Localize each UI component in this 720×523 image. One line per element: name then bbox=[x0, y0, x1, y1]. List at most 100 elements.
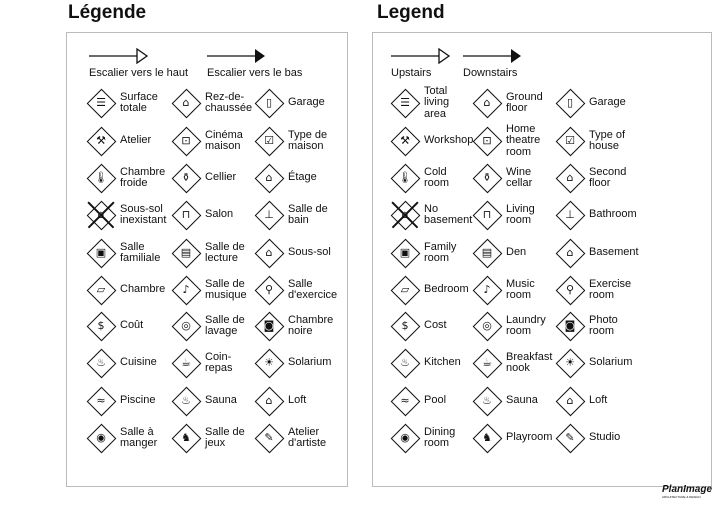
legend-item-label: Piscine bbox=[120, 394, 156, 407]
legend-item-label: Salle à manger bbox=[120, 425, 158, 449]
bed-icon: ▱ bbox=[390, 275, 421, 306]
legend-item-label: Atelier bbox=[120, 134, 152, 147]
sofa-icon: ⊓ bbox=[171, 200, 202, 231]
legend-item: ⊥ Bathroom bbox=[555, 198, 637, 232]
sofa-icon: ⊓ bbox=[472, 200, 503, 231]
legend-item: ☑ Type of house bbox=[555, 124, 625, 158]
music-note-icon: ♪ bbox=[171, 275, 202, 306]
game-icon: ♞ bbox=[472, 423, 503, 454]
legend-item: ♞ Salle de jeux bbox=[171, 421, 245, 455]
legend-item: ☑ Type de maison bbox=[254, 124, 327, 158]
legend-item: ▯ Garage bbox=[254, 86, 325, 120]
sauna-icon: ♨ bbox=[171, 386, 202, 417]
wine-bottle-icon: ⚱ bbox=[171, 163, 202, 194]
breakfast-nook-icon: ☕ bbox=[171, 348, 202, 379]
stairs-up-arrow-icon bbox=[89, 48, 149, 64]
legend-item: ⚲ Salle d'exercice bbox=[254, 273, 337, 307]
legend-item: ♨ Kitchen bbox=[390, 346, 461, 380]
legend-item-label: Sauna bbox=[506, 394, 538, 407]
legend-item: ◙ Chambre noire bbox=[254, 309, 333, 343]
legend-item: 🌡 Chambre froide bbox=[86, 161, 165, 195]
legend-item: ⊥ Salle de bain bbox=[254, 198, 328, 232]
legend-item: ⊓ Salon bbox=[171, 198, 233, 232]
legend-item: ☕ Coin- repas bbox=[171, 346, 233, 380]
legend-item-label: Salle d'exercice bbox=[288, 277, 338, 301]
legend-item-label: Bedroom bbox=[424, 283, 469, 296]
legend-item: ▱ Chambre bbox=[86, 273, 165, 307]
legend-item-label: Sous-sol inexistant bbox=[120, 202, 167, 226]
loft-icon: ⌂ bbox=[254, 386, 285, 417]
legend-item-label: Sauna bbox=[205, 394, 237, 407]
dumbbell-icon: ⚲ bbox=[555, 275, 586, 306]
legend-item-label: Coin- repas bbox=[205, 350, 233, 374]
legend-item: ⌂ Rez-de- chaussée bbox=[171, 86, 252, 120]
dollar-icon: $ bbox=[86, 311, 117, 342]
legend-item-label: No basement bbox=[424, 202, 473, 226]
stairs-down-label: Escalier vers le bas bbox=[207, 67, 303, 79]
garage-icon: ▯ bbox=[555, 88, 586, 119]
legend-item: ⚱ Cellier bbox=[171, 161, 236, 195]
legend-item: ⌂ Ground floor bbox=[472, 86, 543, 120]
wine-bottle-icon: ⚱ bbox=[472, 163, 503, 194]
legend-item-label: Cinéma maison bbox=[205, 128, 243, 152]
second-floor-icon: ⌂ bbox=[555, 163, 586, 194]
legend-item-label: Dining room bbox=[424, 425, 456, 449]
legend-item: ⊡ Home theatre room bbox=[472, 122, 541, 158]
legend-item: ⊡ Cinéma maison bbox=[171, 124, 243, 158]
pot-icon: ♨ bbox=[390, 348, 421, 379]
palette-icon: ✎ bbox=[254, 423, 285, 454]
thermometer-icon: 🌡 bbox=[86, 163, 117, 194]
legend-item: ⌂Sous-sol inexistant bbox=[86, 198, 166, 232]
legend-title-fr: Légende bbox=[68, 2, 147, 23]
tv-icon: ▣ bbox=[86, 238, 117, 269]
legend-item: ♨ Sauna bbox=[171, 384, 237, 418]
logo-subtitle: ARCHITECTURE & DESIGN bbox=[662, 495, 701, 499]
legend-item: ♞ Playroom bbox=[472, 421, 552, 455]
toilet-icon: ⊥ bbox=[555, 200, 586, 231]
laundry-icon: ◎ bbox=[472, 311, 503, 342]
legend-item-label: Salle familiale bbox=[120, 240, 161, 264]
legend-item-label: Étage bbox=[288, 171, 317, 184]
legend-item: ⊓ Living room bbox=[472, 198, 535, 232]
legend-item-label: Pool bbox=[424, 394, 447, 407]
no-basement-icon: ⌂ bbox=[86, 200, 117, 231]
legend-item-label: Garage bbox=[288, 96, 325, 109]
basement-icon: ⌂ bbox=[254, 238, 285, 269]
garage-icon: ▯ bbox=[254, 88, 285, 119]
legend-item: ◎ Laundry room bbox=[472, 309, 546, 343]
legend-item-label: Solarium bbox=[589, 356, 633, 369]
legend-item-label: Garage bbox=[589, 96, 626, 109]
legend-item: ◙ Photo room bbox=[555, 309, 618, 343]
legend-item-label: Basement bbox=[589, 246, 639, 259]
music-note-icon: ♪ bbox=[472, 275, 503, 306]
breakfast-nook-icon: ☕ bbox=[472, 348, 503, 379]
legend-item-label: Surface totale bbox=[120, 90, 158, 114]
legend-item-label: Breakfast nook bbox=[506, 350, 553, 374]
legend-item-label: Den bbox=[506, 246, 527, 259]
tv-icon: ▣ bbox=[390, 238, 421, 269]
stairs-up-label: Upstairs bbox=[391, 67, 432, 79]
checkbox-house-icon: ☑ bbox=[555, 126, 586, 157]
pool-icon: ≈ bbox=[390, 386, 421, 417]
legend-item-label: Type de maison bbox=[288, 128, 328, 152]
legend-item: ▯ Garage bbox=[555, 86, 626, 120]
legend-item-label: Sous-sol bbox=[288, 246, 331, 259]
plate-icon: ◉ bbox=[390, 423, 421, 454]
loft-icon: ⌂ bbox=[555, 386, 586, 417]
pot-icon: ♨ bbox=[86, 348, 117, 379]
legend-item-label: Home theatre room bbox=[506, 122, 541, 158]
legend-item: ⌂ Loft bbox=[254, 384, 306, 418]
legend-item-label: Cellier bbox=[205, 171, 237, 184]
legend-item: ▤ Salle de lecture bbox=[171, 236, 245, 270]
total-area-icon: ☰ bbox=[86, 88, 117, 119]
legend-item-label: Ground floor bbox=[506, 90, 543, 114]
legend-item: ◎ Salle de lavage bbox=[171, 309, 245, 343]
legend-item-label: Bathroom bbox=[589, 208, 637, 221]
laundry-icon: ◎ bbox=[171, 311, 202, 342]
legend-item-label: Chambre froide bbox=[120, 165, 166, 189]
sun-icon: ☀ bbox=[254, 348, 285, 379]
pool-icon: ≈ bbox=[86, 386, 117, 417]
legend-item: ◉ Dining room bbox=[390, 421, 455, 455]
legend-item-label: Loft bbox=[288, 394, 307, 407]
legend-item: ⌂ Sous-sol bbox=[254, 236, 331, 270]
